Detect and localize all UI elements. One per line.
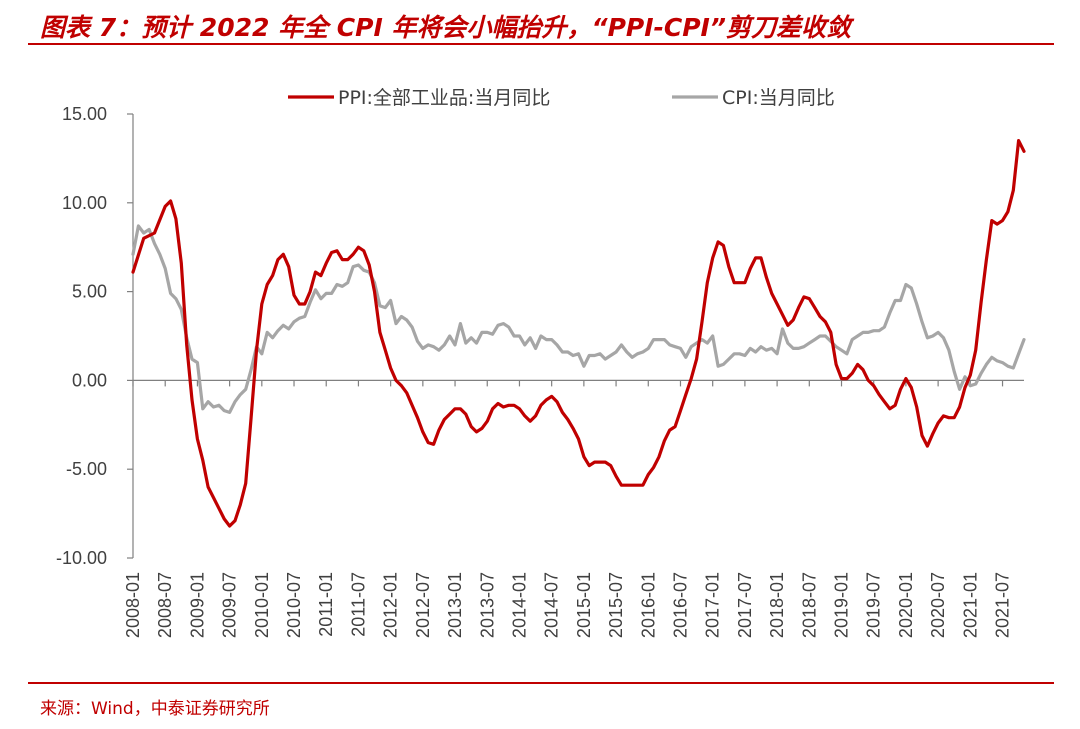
x-tick-label: 2011-01 xyxy=(316,572,336,637)
chart-legend: PPI:全部工业品:当月同比 CPI:当月同比 xyxy=(288,87,835,109)
x-tick-label: 2014-07 xyxy=(542,572,562,638)
x-tick-label: 2016-07 xyxy=(670,572,690,638)
x-tick-label: 2012-07 xyxy=(413,572,433,638)
x-tick-label: 2016-01 xyxy=(638,572,658,638)
x-tick-label: 2009-07 xyxy=(220,572,240,638)
x-tick-label: 2021-01 xyxy=(960,572,980,638)
legend-label: PPI:全部工业品:当月同比 xyxy=(338,87,550,109)
x-tick-label: 2019-07 xyxy=(864,572,884,638)
x-axis: 2008-01 2008-07 2009-01 2009-07 2010-01 2010-… xyxy=(123,379,1024,638)
y-tick-label: -5.00 xyxy=(66,459,107,479)
series-line xyxy=(131,139,1026,528)
figure-title: 图表 7：预计 2022 年全 CPI 年将会小幅抬升，“PPI-CPI”剪刀差… xyxy=(40,13,851,42)
x-tick-label: 2013-07 xyxy=(477,572,497,638)
x-tick-label: 2010-01 xyxy=(252,572,272,638)
x-tick-label: 2019-01 xyxy=(832,572,852,638)
x-tick-label: 2010-07 xyxy=(284,572,304,638)
x-tick-label: 2011-07 xyxy=(348,572,368,637)
y-tick-label: 0.00 xyxy=(72,370,107,390)
x-tick-label: 2017-07 xyxy=(735,572,755,638)
y-tick-label: 10.00 xyxy=(62,193,107,213)
legend-label: CPI:当月同比 xyxy=(722,87,835,109)
y-tick-label: -10.00 xyxy=(56,548,107,568)
y-tick-label: 5.00 xyxy=(72,282,107,302)
x-tick-label: 2018-07 xyxy=(799,572,819,638)
x-tick-label: 2020-07 xyxy=(928,572,948,638)
title-rule xyxy=(28,43,1054,45)
series-line xyxy=(131,224,1026,414)
x-tick-label: 2008-07 xyxy=(155,572,175,638)
x-tick-label: 2020-01 xyxy=(896,572,916,638)
y-tick-label: 15.00 xyxy=(62,104,107,124)
x-tick-label: 2015-01 xyxy=(574,572,594,638)
source-rule xyxy=(28,682,1054,684)
x-tick-label: 2009-01 xyxy=(187,572,207,638)
x-tick-label: 2018-01 xyxy=(767,572,787,638)
plot-area xyxy=(131,139,1026,528)
x-tick-label: 2008-01 xyxy=(123,572,143,638)
x-tick-label: 2012-01 xyxy=(381,572,401,638)
source-note: 来源：Wind，中泰证券研究所 xyxy=(40,699,270,719)
x-tick-label: 2015-07 xyxy=(606,572,626,638)
x-tick-label: 2013-01 xyxy=(445,572,465,638)
x-tick-label: 2014-01 xyxy=(509,572,529,638)
x-tick-label: 2021-07 xyxy=(993,572,1013,638)
y-axis: 15.00 10.00 5.00 0.00 -5.00 -10.00 xyxy=(56,104,134,568)
x-tick-label: 2017-01 xyxy=(703,572,723,638)
